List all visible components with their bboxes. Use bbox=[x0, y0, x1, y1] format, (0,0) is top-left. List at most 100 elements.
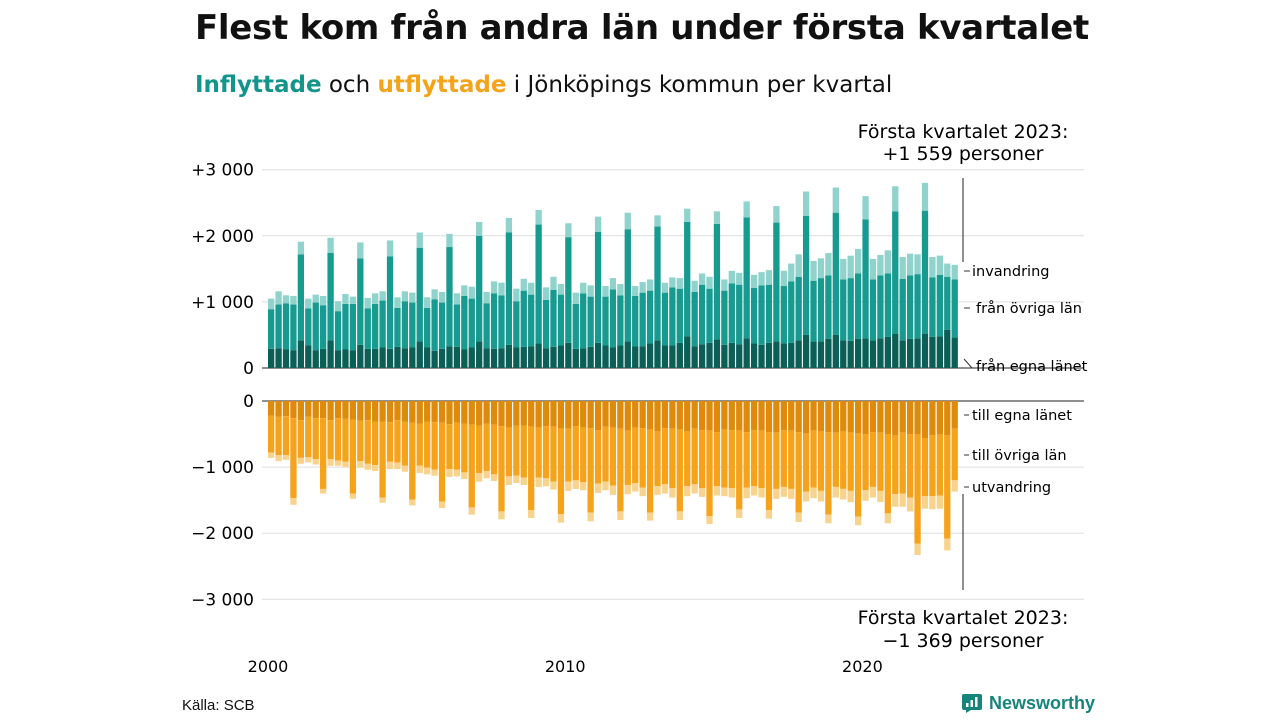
bar-in-1 bbox=[780, 286, 787, 344]
bar-out-1 bbox=[327, 420, 334, 460]
bar-in-2 bbox=[386, 240, 394, 257]
bar-out-2 bbox=[869, 486, 877, 498]
bar-in-1 bbox=[951, 279, 958, 338]
bar-out-1 bbox=[676, 429, 683, 512]
bar-in-2 bbox=[312, 294, 319, 303]
bar-in-0 bbox=[550, 346, 557, 368]
bar-in-2 bbox=[743, 201, 750, 218]
bar-in-0 bbox=[305, 345, 312, 368]
bar-out-1 bbox=[765, 432, 773, 511]
bar-in-1 bbox=[349, 303, 357, 351]
bar-out-1 bbox=[312, 418, 319, 460]
bar-out-1 bbox=[802, 433, 810, 492]
bar-out-0 bbox=[825, 401, 832, 433]
bar-out-0 bbox=[357, 401, 364, 421]
bar-in-0 bbox=[802, 334, 810, 368]
bar-out-0 bbox=[728, 401, 735, 431]
bar-in-2 bbox=[750, 274, 758, 289]
bar-in-2 bbox=[817, 258, 825, 279]
bar-in-0 bbox=[877, 338, 884, 368]
bar-in-0 bbox=[780, 343, 787, 368]
bar-out-0 bbox=[349, 401, 357, 420]
bar-out-2 bbox=[572, 480, 579, 489]
bar-in-2 bbox=[490, 281, 498, 294]
bar-in-0 bbox=[698, 344, 706, 368]
bar-in-0 bbox=[617, 345, 624, 368]
bar-in-0 bbox=[721, 344, 728, 368]
bar-in-1 bbox=[684, 221, 691, 337]
bar-out-2 bbox=[587, 512, 594, 522]
bar-out-0 bbox=[572, 401, 579, 427]
bar-out-1 bbox=[869, 432, 877, 487]
brand[interactable]: Newsworthy bbox=[961, 692, 1095, 714]
bar-in-1 bbox=[305, 308, 312, 346]
chart-title: Flest kom från andra län under första kv… bbox=[195, 8, 1089, 48]
bar-out-2 bbox=[513, 475, 520, 483]
bar-in-2 bbox=[424, 297, 431, 308]
bar-out-1 bbox=[721, 429, 728, 488]
bar-out-2 bbox=[386, 461, 394, 470]
bar-out-1 bbox=[557, 428, 565, 515]
bar-in-1 bbox=[862, 219, 869, 339]
bar-out-1 bbox=[713, 432, 721, 487]
bar-out-0 bbox=[802, 401, 810, 434]
segment-label-out: till övriga län bbox=[972, 448, 1067, 464]
bar-in-1 bbox=[817, 278, 825, 342]
bar-in-2 bbox=[505, 217, 513, 233]
bar-out-2 bbox=[639, 487, 646, 497]
bar-out-0 bbox=[721, 401, 728, 430]
bar-out-2 bbox=[424, 467, 431, 475]
bar-in-0 bbox=[349, 350, 357, 368]
bar-in-2 bbox=[602, 286, 609, 297]
bar-in-1 bbox=[854, 273, 862, 339]
bar-in-0 bbox=[840, 340, 847, 368]
bar-out-1 bbox=[528, 426, 535, 511]
bar-in-0 bbox=[505, 344, 513, 368]
bar-in-1 bbox=[275, 304, 282, 349]
bar-out-1 bbox=[780, 430, 787, 487]
bar-out-1 bbox=[884, 434, 891, 514]
bar-out-1 bbox=[320, 418, 327, 489]
bar-out-1 bbox=[936, 434, 943, 496]
bar-in-0 bbox=[862, 338, 869, 368]
bar-in-0 bbox=[379, 347, 386, 368]
bar-in-2 bbox=[624, 212, 631, 230]
bar-out-0 bbox=[750, 401, 758, 431]
bar-in-2 bbox=[357, 242, 364, 259]
bar-out-0 bbox=[409, 401, 416, 423]
bar-in-0 bbox=[951, 337, 958, 368]
bar-in-1 bbox=[728, 283, 735, 343]
bar-in-2 bbox=[342, 293, 349, 304]
bar-in-0 bbox=[535, 343, 542, 368]
bar-in-1 bbox=[750, 288, 758, 344]
bar-in-0 bbox=[513, 347, 520, 368]
bar-in-1 bbox=[580, 293, 587, 349]
bar-in-0 bbox=[580, 348, 587, 368]
bar-in-0 bbox=[498, 348, 505, 368]
bar-in-0 bbox=[587, 346, 594, 368]
bar-in-1 bbox=[624, 229, 631, 342]
migration-chart: +3 000 +2 000 +1 000 0 0 −1 000 −2 000 −3 000 2… bbox=[191, 121, 1088, 676]
bar-out-0 bbox=[297, 401, 305, 421]
bar-in-1 bbox=[268, 309, 275, 349]
bar-out-0 bbox=[840, 401, 847, 432]
bar-out-2 bbox=[461, 472, 468, 479]
bar-in-2 bbox=[728, 270, 735, 284]
segment-label-out: till egna länet bbox=[972, 408, 1072, 424]
bar-in-0 bbox=[320, 348, 327, 368]
bar-out-0 bbox=[505, 401, 513, 428]
bar-out-1 bbox=[401, 421, 409, 466]
bar-in-0 bbox=[750, 343, 758, 368]
bar-in-1 bbox=[498, 295, 505, 349]
bar-out-0 bbox=[684, 401, 691, 432]
bar-in-1 bbox=[334, 311, 342, 351]
bar-out-1 bbox=[825, 432, 832, 515]
bar-out-1 bbox=[617, 428, 624, 512]
bar-out-0 bbox=[773, 401, 780, 433]
bar-out-2 bbox=[409, 499, 416, 506]
bar-in-1 bbox=[290, 304, 297, 351]
bar-in-1 bbox=[342, 303, 349, 350]
bar-in-2 bbox=[617, 284, 624, 296]
bar-out-0 bbox=[862, 401, 869, 435]
bar-out-2 bbox=[728, 488, 735, 498]
